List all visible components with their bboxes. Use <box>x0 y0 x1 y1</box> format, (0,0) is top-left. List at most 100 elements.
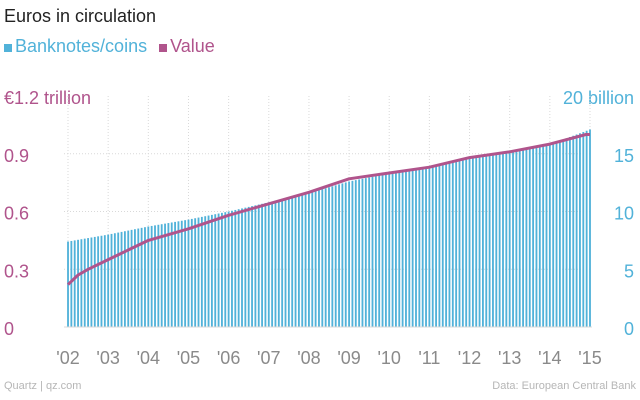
x-tick-label: '09 <box>337 348 360 368</box>
bar <box>388 173 391 327</box>
bar <box>127 230 130 327</box>
bar <box>177 221 180 327</box>
bar <box>528 148 531 327</box>
bar <box>488 155 491 327</box>
bar <box>107 234 110 327</box>
legend-swatch-value <box>159 43 168 52</box>
bar <box>558 140 561 327</box>
bar <box>538 146 541 327</box>
bar <box>261 203 264 327</box>
bar <box>562 139 565 327</box>
bar <box>468 158 471 327</box>
bar <box>271 201 274 327</box>
bar <box>435 165 437 327</box>
bar <box>318 190 320 327</box>
bar <box>314 191 317 327</box>
bar <box>568 137 571 327</box>
bar <box>589 129 591 327</box>
bar <box>354 180 357 327</box>
y-left-tick-label: 0.3 <box>4 261 29 281</box>
bar <box>247 206 250 327</box>
bar <box>448 162 451 327</box>
footer-source-right: Data: European Central Bank <box>492 380 636 392</box>
bar <box>585 130 588 327</box>
bar <box>358 179 361 327</box>
bar <box>144 227 146 327</box>
bar <box>515 151 518 327</box>
bar <box>552 143 555 327</box>
bar <box>210 214 213 327</box>
x-tick-label: '15 <box>578 348 601 368</box>
bar <box>207 215 210 327</box>
bar <box>445 163 448 327</box>
legend-label-banknotes: Banknotes/coins <box>15 36 148 56</box>
bar <box>227 211 230 327</box>
bar <box>542 145 545 327</box>
bar <box>535 147 538 327</box>
bar <box>174 221 177 327</box>
bar <box>582 131 585 327</box>
bar <box>77 239 79 327</box>
bar <box>120 231 123 327</box>
bar <box>160 224 163 327</box>
bar <box>471 157 474 327</box>
bar <box>458 160 461 327</box>
bar <box>525 149 528 327</box>
bar <box>368 177 371 327</box>
bar <box>401 171 404 327</box>
y-left-tick-label: €1.2 trillion <box>4 88 91 108</box>
bar <box>110 233 113 327</box>
bar <box>264 203 267 327</box>
bar <box>321 189 324 327</box>
bar <box>441 163 444 327</box>
bar <box>482 156 484 327</box>
bar <box>214 214 217 327</box>
bar <box>478 156 481 327</box>
bar <box>204 216 207 327</box>
bar <box>311 192 314 327</box>
bar <box>405 170 407 327</box>
bar <box>391 172 394 327</box>
x-tick-label: '13 <box>498 348 521 368</box>
bar <box>548 144 551 327</box>
bar <box>495 154 498 327</box>
bar <box>328 187 330 327</box>
x-tick-label: '07 <box>257 348 280 368</box>
bar <box>331 186 334 327</box>
bar <box>167 223 170 327</box>
bar <box>411 169 414 327</box>
legend-swatch-banknotes <box>4 43 12 52</box>
bar <box>308 193 310 327</box>
bar <box>130 229 133 327</box>
legend-label-value: Value <box>170 36 215 56</box>
bar <box>508 152 511 327</box>
bar <box>461 159 464 327</box>
bar <box>134 229 136 327</box>
bar <box>415 168 417 327</box>
bar <box>418 168 421 327</box>
bar <box>274 200 277 327</box>
bar <box>555 142 558 327</box>
bar <box>254 205 257 327</box>
bar <box>180 220 183 327</box>
bar <box>234 209 237 327</box>
bar <box>170 222 173 327</box>
bar <box>221 212 223 327</box>
legend-item-value: Value <box>159 36 215 57</box>
bar <box>545 145 548 327</box>
x-tick-label: '11 <box>418 348 440 368</box>
bar <box>425 167 427 327</box>
bar <box>140 227 143 327</box>
x-tick-label: '10 <box>377 348 400 368</box>
bar <box>103 235 106 327</box>
bar <box>351 180 354 327</box>
bar <box>364 178 367 327</box>
bar <box>294 196 297 327</box>
bar <box>194 218 197 327</box>
bar <box>384 174 387 327</box>
footer-source-left: Quartz | qz.com <box>4 380 82 392</box>
bar <box>532 147 535 327</box>
bar <box>231 210 233 327</box>
bar <box>154 225 156 327</box>
